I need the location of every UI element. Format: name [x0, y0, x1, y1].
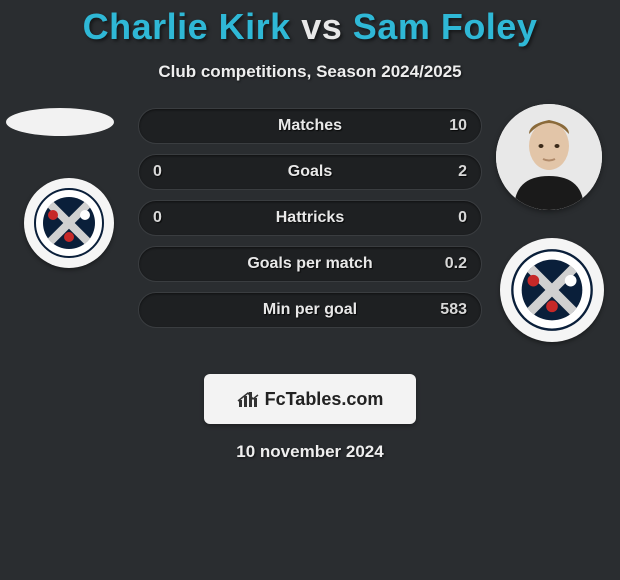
branding-text: FcTables.com — [265, 389, 384, 410]
branding-badge: FcTables.com — [204, 374, 416, 424]
stat-label: Goals per match — [247, 255, 372, 273]
content-area: Matches 10 0 Goals 2 0 Hattricks 0 Goals… — [0, 108, 620, 368]
stat-row: 0 Goals 2 — [138, 154, 482, 190]
stat-value-left: 0 — [153, 163, 162, 181]
club-crest-icon — [510, 248, 594, 332]
stat-row: Min per goal 583 — [138, 292, 482, 328]
player1-avatar-placeholder — [6, 108, 114, 136]
player2-avatar — [496, 104, 602, 210]
stat-label: Hattricks — [276, 209, 344, 227]
stat-label: Matches — [278, 117, 342, 135]
club-crest-icon — [33, 187, 105, 259]
date-label: 10 november 2024 — [0, 442, 620, 462]
player2-club-badge — [500, 238, 604, 342]
stat-value-right: 10 — [449, 117, 467, 135]
player1-name: Charlie Kirk — [83, 6, 291, 47]
stat-label: Goals — [288, 163, 332, 181]
subtitle: Club competitions, Season 2024/2025 — [0, 62, 620, 82]
bar-chart-icon — [237, 388, 259, 410]
stat-label: Min per goal — [263, 301, 357, 319]
player2-name: Sam Foley — [353, 6, 538, 47]
stat-value-right: 2 — [458, 163, 467, 181]
stats-table: Matches 10 0 Goals 2 0 Hattricks 0 Goals… — [138, 108, 482, 338]
vs-label: vs — [301, 6, 342, 47]
player1-club-badge — [24, 178, 114, 268]
stat-value-right: 0 — [458, 209, 467, 227]
stat-value-right: 0.2 — [445, 255, 467, 273]
stat-row: Goals per match 0.2 — [138, 246, 482, 282]
comparison-title: Charlie Kirk vs Sam Foley — [0, 0, 620, 48]
stat-value-left: 0 — [153, 209, 162, 227]
stat-value-right: 583 — [440, 301, 467, 319]
stat-row: 0 Hattricks 0 — [138, 200, 482, 236]
stat-row: Matches 10 — [138, 108, 482, 144]
person-icon — [496, 104, 602, 210]
